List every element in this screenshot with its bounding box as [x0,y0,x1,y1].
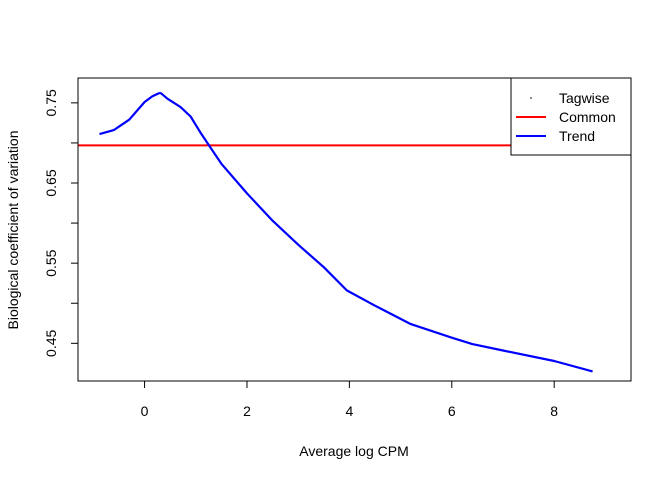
x-axis-title: Average log CPM [299,443,408,459]
x-tick-label: 0 [141,403,149,419]
legend-tagwise-marker [530,97,532,99]
y-tick-label: 0.65 [43,169,59,196]
legend-tagwise-label: Tagwise [559,90,610,106]
y-axis-title: Biological coefficient of variation [5,131,21,330]
legend-trend-label: Trend [559,128,595,144]
y-axis: 0.45 0.55 0.65 0.75 [43,89,79,357]
legend: Tagwise Common Trend [510,77,632,156]
y-tick-label: 0.75 [43,89,59,116]
x-tick-label: 4 [345,403,353,419]
x-axis: 0 2 4 6 8 [141,380,558,419]
y-tick-label: 0.55 [43,249,59,276]
trend-line [99,92,593,373]
x-tick-label: 2 [243,403,251,419]
x-tick-label: 6 [448,403,456,419]
legend-common-label: Common [559,109,616,125]
y-tick-label: 0.45 [43,329,59,356]
x-tick-label: 8 [550,403,558,419]
